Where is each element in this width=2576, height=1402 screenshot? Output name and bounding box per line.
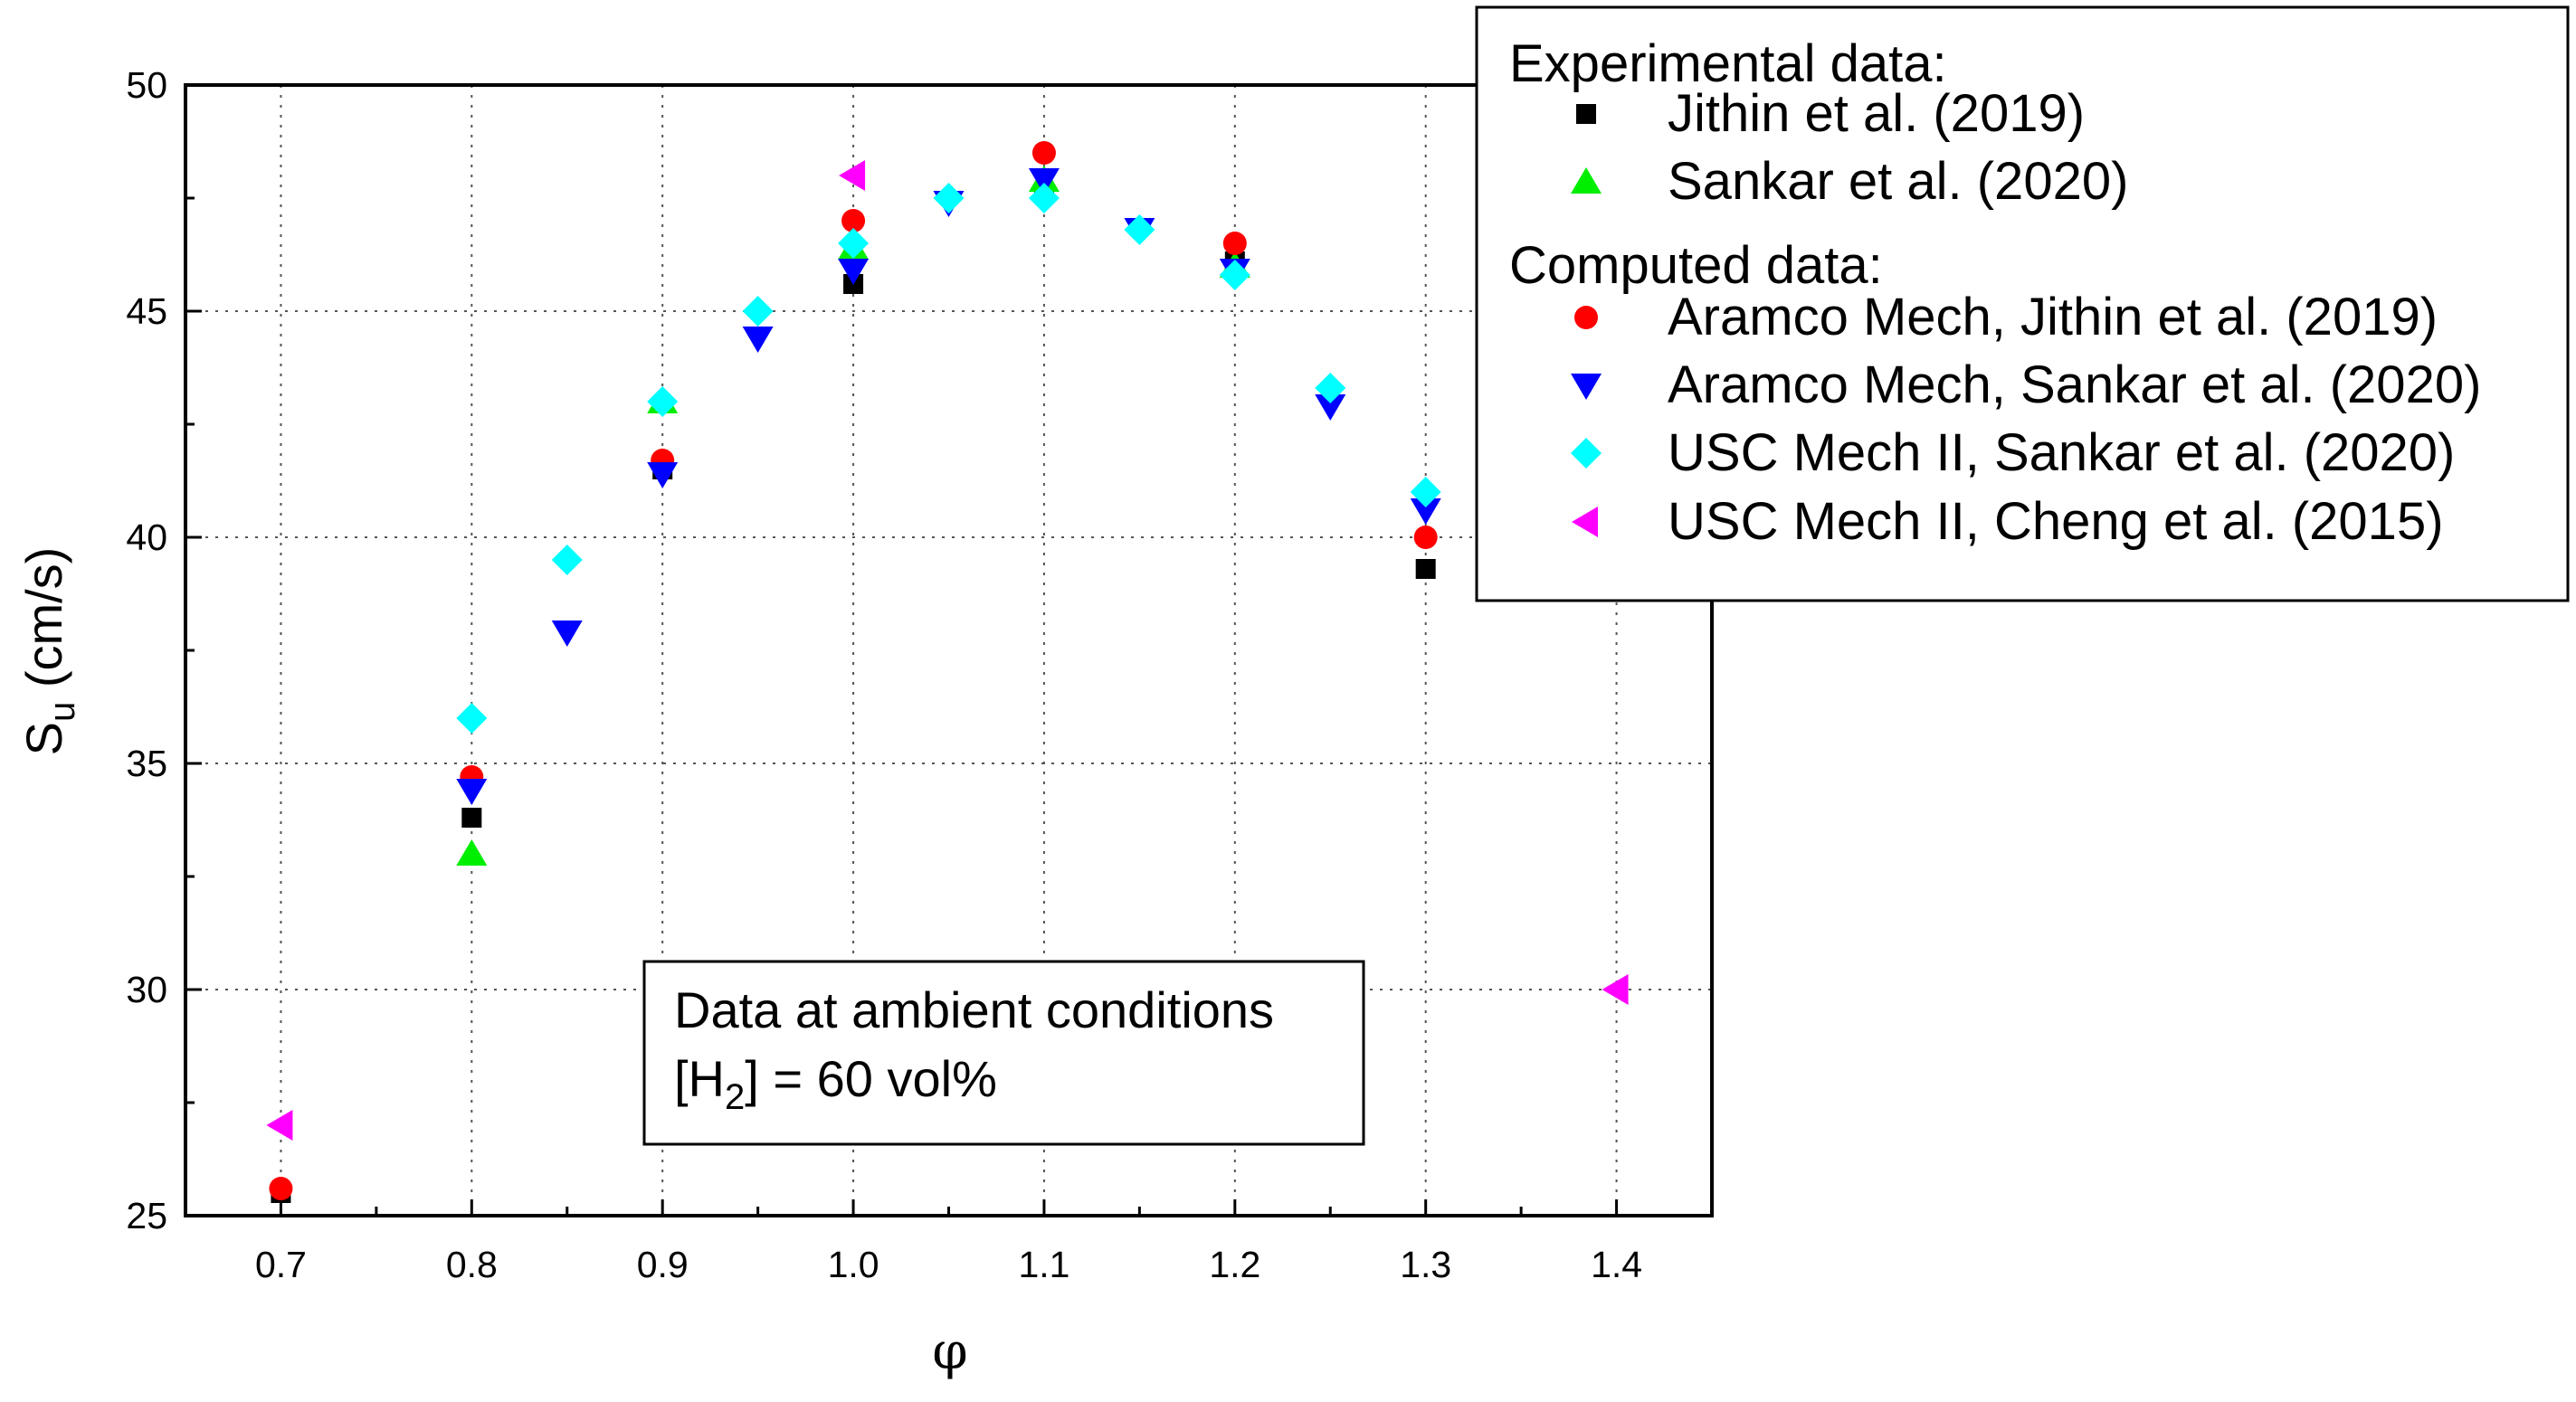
data-point-circle xyxy=(269,1177,293,1200)
legend-group-experimental: Experimental data: xyxy=(1509,34,1947,93)
data-point-diamond xyxy=(647,386,679,417)
annotation-line-1: Data at ambient conditions xyxy=(674,981,1274,1038)
legend-marker-diamond xyxy=(1571,438,1602,469)
data-point-triangle-left xyxy=(839,160,866,191)
data-point-diamond xyxy=(1410,477,1441,507)
x-tick-label: 0.9 xyxy=(637,1244,689,1285)
legend-marker-triangle-down xyxy=(1571,374,1602,400)
x-tick-label: 1.4 xyxy=(1591,1244,1642,1285)
legend-marker-circle xyxy=(1574,306,1598,329)
x-tick-labels: 0.7 0.8 0.9 1.0 1.1 1.2 1.3 1.4 xyxy=(255,1244,1642,1285)
legend-marker-triangle-left xyxy=(1572,507,1598,537)
x-tick-label: 1.3 xyxy=(1400,1244,1451,1285)
legend-label: USC Mech II, Sankar et al. (2020) xyxy=(1668,423,2455,482)
data-point-diamond xyxy=(1219,260,1250,290)
y-axis-title-space xyxy=(15,687,72,702)
data-point-triangle-down xyxy=(1410,498,1441,525)
x-tick-label: 1.0 xyxy=(828,1244,879,1285)
legend-label: Aramco Mech, Sankar et al. (2020) xyxy=(1668,355,2481,414)
data-point-circle xyxy=(1413,526,1438,549)
data-point-square xyxy=(1415,559,1436,579)
y-tick-label: 35 xyxy=(126,743,167,784)
legend: Experimental data: Computed data: Jithin… xyxy=(1475,5,2570,602)
annotation-frame xyxy=(642,960,1365,1146)
plot-area-frame xyxy=(184,83,1714,1217)
x-tick-label: 1.1 xyxy=(1018,1244,1069,1285)
x-tick-label: 0.7 xyxy=(255,1244,307,1285)
series-diamond xyxy=(456,183,1441,734)
legend-label: Aramco Mech, Jithin et al. (2019) xyxy=(1668,288,2438,346)
data-point-triangle-left xyxy=(266,1110,293,1141)
y-tick-label: 50 xyxy=(126,64,167,106)
data-point-square xyxy=(461,808,482,828)
legend-label: USC Mech II, Cheng et al. (2015) xyxy=(1668,492,2444,551)
data-point-diamond xyxy=(1124,214,1155,245)
data-point-diamond xyxy=(1315,373,1346,403)
y-tick-label: 30 xyxy=(126,969,167,1010)
annotation-prefix: [H xyxy=(674,1050,725,1107)
data-point-triangle-down xyxy=(838,259,870,285)
x-tick-label: 1.2 xyxy=(1209,1244,1260,1285)
legend-label: Sankar et al. (2020) xyxy=(1668,152,2128,211)
x-tick-label: 0.8 xyxy=(446,1244,498,1285)
annotation-line-2: [H2] = 60 vol% xyxy=(674,1050,997,1117)
data-point-circle xyxy=(1031,141,1056,165)
data-point-triangle-up xyxy=(456,839,488,866)
data-point-triangle-down xyxy=(1315,394,1346,421)
data-point-triangle-down xyxy=(647,462,679,488)
x-axis-title: φ xyxy=(932,1322,967,1381)
y-axis-title-subscript: u xyxy=(43,702,82,722)
legend-marker-square xyxy=(1576,104,1596,124)
data-point-diamond xyxy=(933,183,965,213)
y-tick-label: 45 xyxy=(126,290,167,332)
annotation-box: Data at ambient conditions [H2] = 60 vol… xyxy=(642,960,1365,1146)
data-point-circle xyxy=(1222,232,1247,255)
y-axis-title-main: S xyxy=(15,722,72,755)
data-point-diamond xyxy=(1028,183,1060,213)
data-point-triangle-down xyxy=(551,620,583,647)
y-tick-label: 25 xyxy=(126,1195,167,1236)
y-axis-title-unit: (cm/s) xyxy=(15,547,72,688)
legend-label: Jithin et al. (2019) xyxy=(1668,84,2085,143)
data-point-triangle-down xyxy=(456,779,488,805)
data-point-diamond xyxy=(742,296,774,327)
data-point-triangle-down xyxy=(742,327,774,353)
y-tick-label: 40 xyxy=(126,516,167,558)
data-point-circle xyxy=(841,209,866,232)
legend-marker-triangle-up xyxy=(1571,167,1602,194)
y-axis-title: Su (cm/s) xyxy=(15,547,82,756)
legend-entries: Jithin et al. (2019) Sankar et al. (2020)… xyxy=(1571,84,2481,551)
annotation-suffix: ] = 60 vol% xyxy=(745,1050,997,1107)
data-point-diamond xyxy=(838,228,870,259)
data-points xyxy=(266,141,1629,1203)
data-point-diamond xyxy=(551,545,583,575)
annotation-subscript: 2 xyxy=(725,1077,745,1117)
data-point-triangle-left xyxy=(1602,974,1629,1005)
data-point-triangle-down xyxy=(1028,168,1060,194)
y-tick-labels: 25 30 35 40 45 50 xyxy=(126,64,167,1236)
legend-frame xyxy=(1475,5,2570,602)
legend-group-computed: Computed data: xyxy=(1509,236,1883,295)
series-triangle-left xyxy=(266,160,1629,1141)
data-point-diamond xyxy=(456,703,488,734)
